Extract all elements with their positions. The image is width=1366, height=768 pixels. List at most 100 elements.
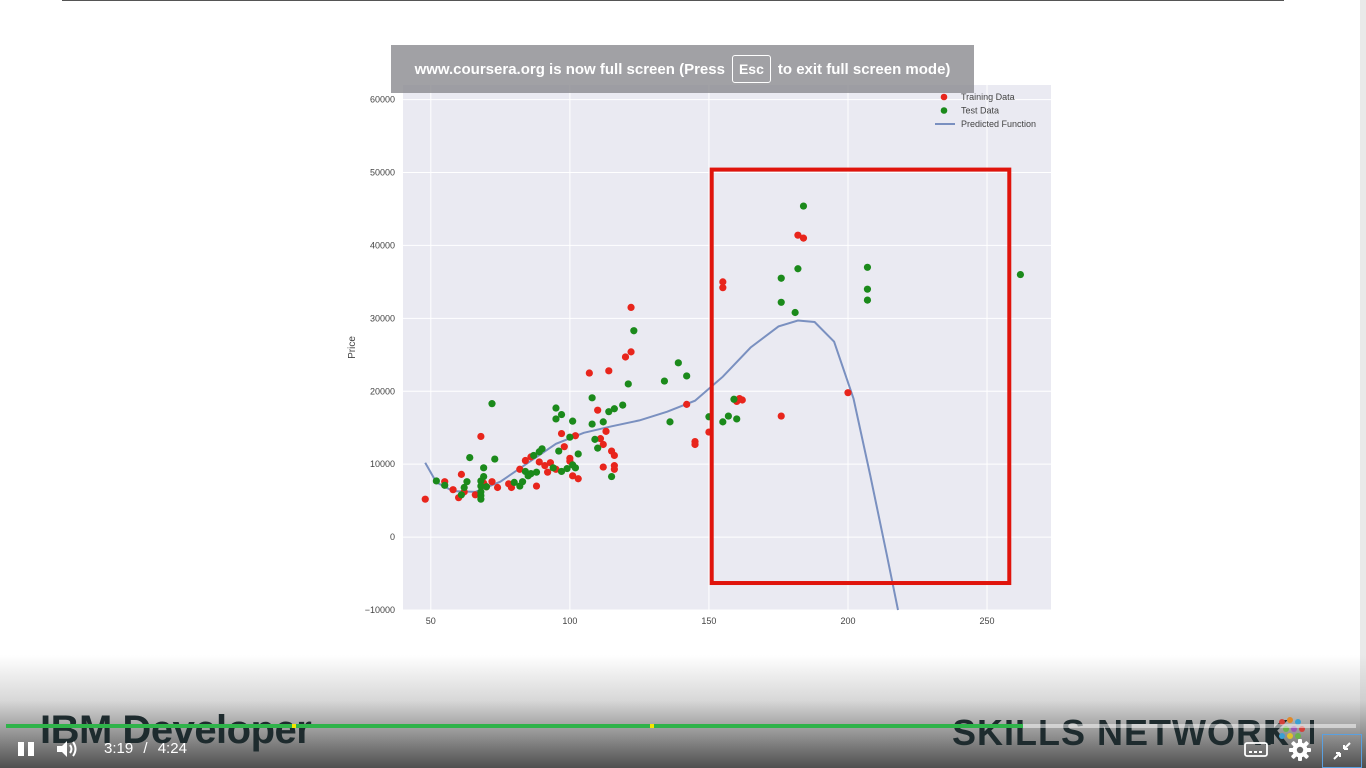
training-point — [799, 234, 808, 242]
training-point — [719, 284, 727, 292]
test-point — [480, 472, 488, 481]
progress-bar[interactable] — [6, 724, 1356, 728]
training-point — [585, 369, 593, 377]
pause-icon — [18, 742, 34, 756]
window-edge — [1360, 0, 1366, 768]
y-tick-label: 0 — [390, 532, 395, 542]
training-point — [449, 486, 457, 494]
captions-icon — [1244, 742, 1268, 757]
y-tick-label: 50000 — [370, 168, 395, 178]
test-point — [574, 450, 582, 458]
test-point — [477, 482, 485, 490]
test-point — [432, 477, 440, 485]
captions-button[interactable] — [1242, 738, 1270, 762]
training-point — [557, 429, 566, 438]
test-point — [674, 359, 682, 367]
player-controls: 3:19 / 4:24 — [0, 732, 1366, 768]
training-point — [599, 440, 607, 449]
training-point — [574, 475, 582, 483]
settings-button[interactable] — [1287, 737, 1313, 763]
legend-label: Predicted Function — [961, 119, 1036, 129]
top-divider — [62, 0, 1284, 1]
time-separator: / — [143, 740, 148, 757]
fullscreen-notice-text: www.coursera.org is now full screen (Pre… — [414, 60, 725, 78]
training-point — [560, 443, 568, 451]
test-point — [538, 445, 546, 453]
training-point — [541, 462, 549, 470]
test-point — [488, 400, 496, 408]
training-point — [569, 472, 577, 480]
exit-fullscreen-icon — [1333, 742, 1351, 760]
y-tick-label: 40000 — [370, 240, 395, 250]
training-point — [594, 406, 602, 414]
y-tick-label: 20000 — [370, 386, 395, 396]
test-point — [733, 415, 741, 423]
test-point — [599, 418, 607, 426]
training-point — [421, 495, 429, 503]
test-point — [683, 372, 691, 380]
test-point — [563, 464, 571, 473]
test-point — [791, 308, 799, 317]
training-point — [610, 465, 618, 473]
training-point — [691, 440, 699, 449]
training-point — [488, 478, 496, 486]
training-point — [599, 463, 607, 471]
training-point — [777, 412, 785, 420]
test-point — [607, 472, 616, 481]
fullscreen-notice-text-end: to exit full screen mode) — [777, 60, 951, 78]
test-point — [557, 467, 566, 476]
training-point — [535, 458, 543, 466]
training-point — [738, 396, 746, 404]
test-point — [552, 404, 560, 412]
training-point — [493, 483, 502, 492]
scatter-chart: 50 100 150 200 250 −10000 0 10000 20000 30000 4000… — [347, 85, 1051, 626]
training-point — [471, 491, 479, 499]
y-tick-label: −10000 — [365, 605, 395, 615]
test-point — [549, 464, 557, 472]
test-point — [569, 417, 577, 425]
highlight-box — [709, 167, 1012, 586]
test-point — [863, 296, 872, 304]
fullscreen-notice: www.coursera.org is now full screen (Pre… — [391, 45, 974, 93]
test-point — [777, 298, 785, 306]
training-point — [610, 451, 618, 460]
volume-icon — [57, 741, 77, 757]
test-point — [610, 405, 618, 413]
x-tick-label: 200 — [840, 616, 855, 626]
legend-label: Test Data — [961, 106, 999, 116]
test-point — [594, 444, 602, 452]
training-point — [544, 468, 552, 476]
time-display: 3:19 / 4:24 — [104, 740, 187, 757]
test-point — [441, 481, 449, 489]
test-point — [571, 464, 580, 472]
test-point — [566, 433, 574, 441]
test-point — [482, 483, 491, 491]
test-point — [557, 410, 566, 419]
training-point — [571, 432, 580, 440]
chapter-marker[interactable] — [292, 724, 297, 728]
test-point — [591, 435, 599, 443]
test-point — [552, 415, 560, 423]
y-tick-label: 30000 — [370, 313, 395, 323]
gear-icon — [1289, 739, 1311, 761]
pause-button[interactable] — [12, 738, 40, 760]
training-point — [532, 482, 541, 490]
training-point — [516, 465, 524, 473]
volume-button[interactable] — [52, 738, 82, 760]
training-point — [477, 432, 485, 441]
test-point — [466, 454, 474, 462]
test-point — [457, 491, 466, 499]
progress-played — [6, 724, 1024, 728]
esc-key-badge: Esc — [731, 55, 771, 83]
chapter-marker[interactable] — [650, 724, 655, 728]
current-time: 3:19 — [104, 740, 134, 757]
test-point — [588, 420, 596, 428]
test-point — [619, 401, 627, 409]
exit-fullscreen-button[interactable] — [1322, 734, 1362, 768]
test-point — [777, 274, 785, 282]
test-point — [477, 488, 485, 496]
test-point — [527, 470, 535, 478]
test-point — [666, 418, 674, 426]
y-tick-label: 60000 — [370, 95, 395, 105]
test-point — [630, 327, 638, 335]
